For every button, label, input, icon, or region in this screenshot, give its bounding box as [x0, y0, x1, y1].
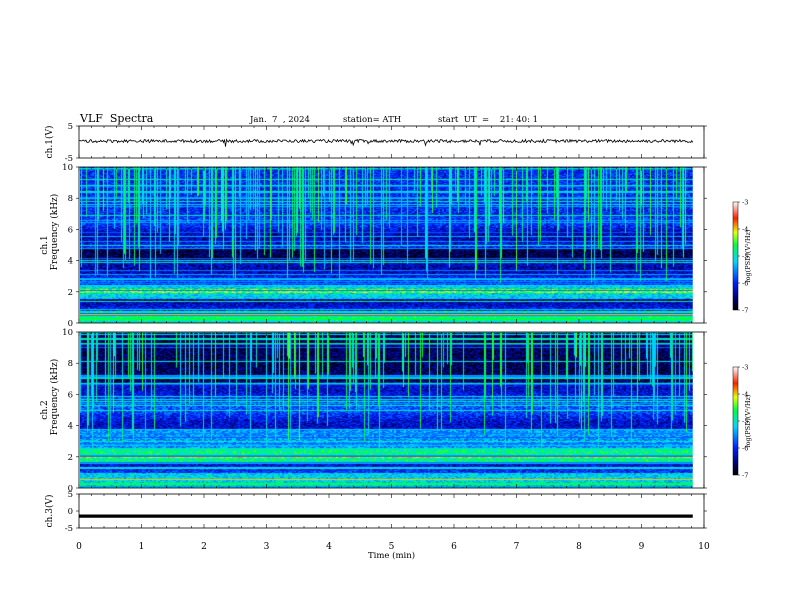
ch2-spectrogram-ytick-label: 0: [68, 484, 73, 494]
ch1-spectrogram-colorbar-tick-label: -3: [742, 199, 748, 207]
x-tick-label: 0: [76, 542, 82, 552]
x-tick-label: 5: [389, 542, 395, 552]
ch2-spectrogram-heatmap: [80, 332, 693, 488]
x-tick-label: 9: [639, 542, 645, 552]
ch2-spectrogram-ytick-label: 2: [68, 453, 73, 463]
x-tick-label: 2: [201, 542, 207, 552]
ch1-spectrogram-colorbar-tick-label: -4: [742, 226, 748, 234]
ch1-spectrogram-ytick-label: 4: [68, 257, 73, 267]
ch2-spectrogram-ytick-label: 4: [68, 422, 73, 432]
ch1-spectrogram-blank: [692, 167, 704, 323]
ch1-waveform-ytick-label: -5: [65, 154, 73, 164]
ch2-spectrogram-colorbar-tick-label: -6: [742, 445, 748, 453]
ch2-spectrogram-colorbar-label: log(PSD)(V²/Hz): [744, 394, 752, 447]
ch1-waveform-ytick-label: 5: [68, 122, 73, 132]
ch3-waveform-ytick-label: -5: [65, 524, 73, 534]
ch1-waveform-ylabel: ch.1(V): [44, 126, 55, 159]
date-label: Jan. 7 , 2024: [250, 115, 310, 125]
ch2-spectrogram-ylabel-channel: ch.2: [40, 400, 50, 419]
ch1-spectrogram-colorbar-label: log(PSD)(V²/Hz): [744, 229, 752, 282]
start-ut-label: start UT = 21: 40: 1: [438, 115, 539, 125]
ch2-spectrogram-colorbar-tick-label: -4: [742, 391, 748, 399]
ch1-spectrogram-ylabel: Frequency (kHz): [49, 194, 60, 271]
ch3-waveform-ytick-label: 5: [68, 490, 73, 500]
ch2-spectrogram-blank: [692, 332, 704, 488]
ch2-spectrogram-ytick-label: 6: [68, 390, 73, 400]
ch1-spectrogram-ylabel-channel: ch.1: [40, 235, 50, 254]
x-tick-label: 1: [139, 542, 145, 552]
ch1-spectrogram-colorbar-tick-label: -6: [742, 280, 748, 288]
ch2-spectrogram-colorbar-tick-label: -3: [742, 364, 748, 372]
ch2-spectrogram-ytick-label: 10: [62, 328, 73, 338]
ch1-spectrogram-ytick-label: 6: [68, 225, 73, 235]
ch1-spectrogram-colorbar: [732, 201, 739, 311]
ch1-waveform-line: [79, 138, 694, 147]
ch2-spectrogram-ytick-label: 8: [68, 359, 73, 369]
station-label: station= ATH: [343, 115, 402, 125]
ch2-spectrogram-ylabel: Frequency (kHz): [49, 359, 60, 436]
ch1-spectrogram-heatmap: [80, 167, 693, 323]
ch1-spectrogram-ytick-label: 10: [62, 163, 73, 173]
x-tick-label: 3: [264, 542, 270, 552]
ch1-spectrogram-ytick-label: 0: [68, 319, 73, 329]
x-tick-label: 8: [576, 542, 582, 552]
ch2-spectrogram-colorbar-tick-label: -7: [742, 472, 748, 480]
x-tick-label: 7: [514, 542, 520, 552]
ch3-waveform-frame: [78, 493, 705, 529]
ch3-waveform-ylabel: ch.3(V): [44, 495, 55, 528]
x-tick-label: 6: [451, 542, 457, 552]
x-tick-label: 10: [698, 542, 710, 552]
ch3-waveform-ytick-label: 0: [68, 507, 73, 517]
ch1-spectrogram-ytick-label: 8: [68, 194, 73, 204]
ch1-spectrogram-ytick-label: 2: [68, 288, 73, 298]
ch1-waveform-frame: [78, 125, 705, 159]
ch2-spectrogram-colorbar: [732, 366, 739, 476]
ch2-spectrogram-colorbar-tick-label: -5: [742, 418, 748, 426]
ch1-spectrogram-colorbar-tick-label: -7: [742, 307, 748, 315]
x-tick-label: 4: [326, 542, 332, 552]
ch1-spectrogram-colorbar-tick-label: -5: [742, 253, 748, 261]
x-axis-label: Time (min): [368, 550, 415, 561]
figure-title: VLF Spectra: [80, 112, 154, 125]
